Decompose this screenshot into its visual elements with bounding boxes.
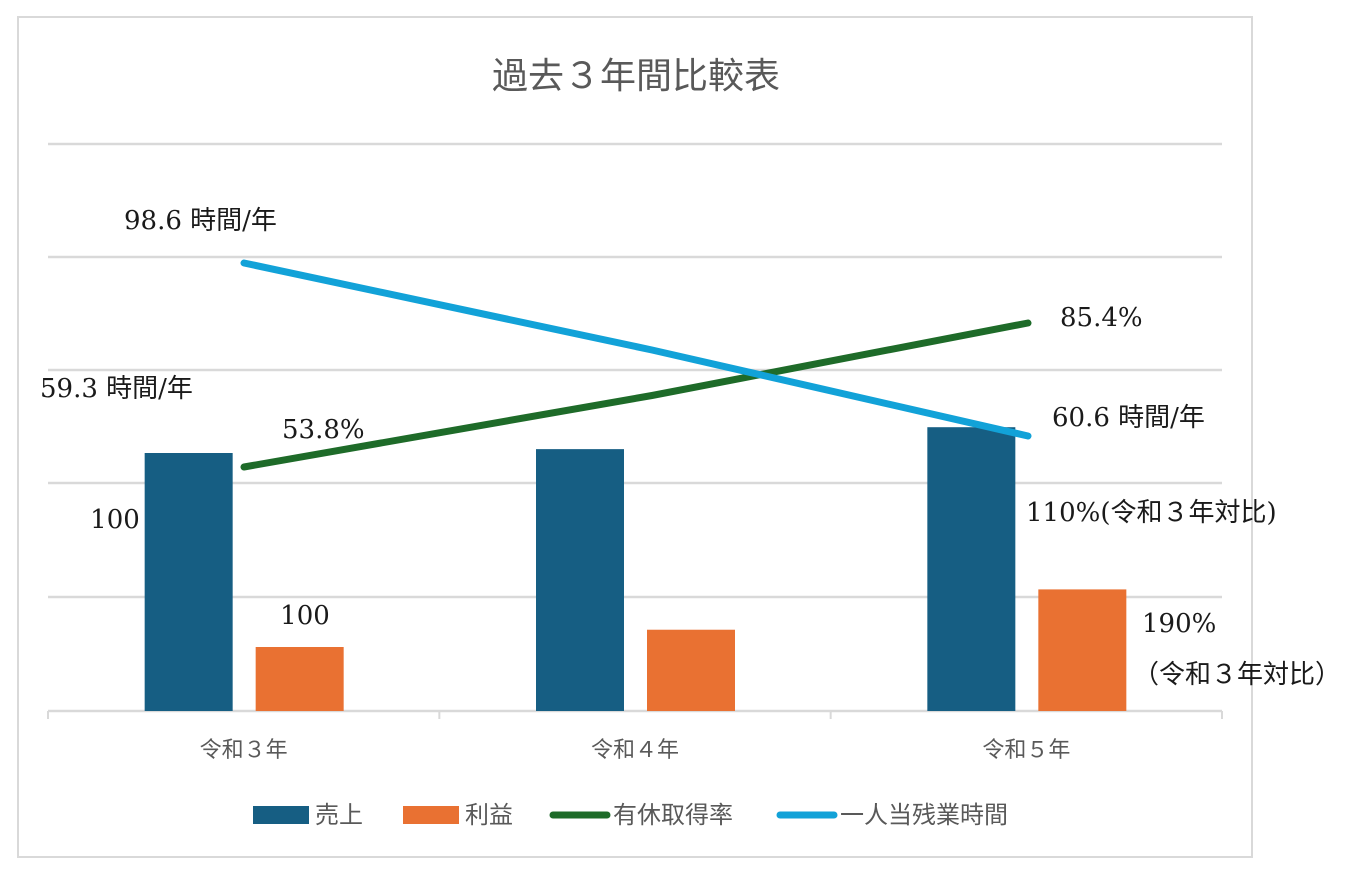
x-axis: 令和３年 令和４年 令和５年: [47, 709, 1223, 763]
bar-profit: [1038, 589, 1127, 711]
bar-series: [144, 427, 1127, 711]
data-label-profit-r3: 100: [280, 601, 330, 631]
data-label-profit-r5: 190%: [1142, 609, 1216, 639]
bar-sales: [536, 449, 624, 711]
bar-sales: [144, 453, 233, 711]
x-tick-label: 令和４年: [591, 738, 679, 763]
data-label-overtime-r3: 98.6 時間/年: [124, 206, 277, 236]
line-series: [240, 259, 1032, 471]
data-label-overtime-r3-alt: 59.3 時間/年: [40, 374, 193, 404]
bar-sales: [927, 427, 1016, 711]
legend-label: 利益: [465, 801, 513, 829]
legend-item: 売上: [253, 801, 363, 829]
chart-frame: [17, 16, 1253, 858]
legend: 売上 利益 有休取得率 一人当残業時間: [253, 801, 1008, 829]
chart-title: 過去３年間比較表: [492, 56, 780, 97]
legend-swatch: [403, 806, 459, 824]
x-tick-label: 令和３年: [200, 738, 288, 763]
line-leave-rate: [240, 319, 1032, 471]
legend-label: 売上: [315, 801, 363, 829]
data-label-overtime-r5: 60.6 時間/年: [1052, 403, 1205, 433]
bar-profit: [647, 629, 735, 711]
data-label-sales-r3: 100: [90, 505, 140, 535]
x-tick-label: 令和５年: [982, 738, 1070, 763]
legend-label: 有休取得率: [613, 801, 733, 829]
data-label-profit-r5-note: （令和３年対比）: [1133, 660, 1341, 690]
gridlines: [48, 142, 1222, 599]
legend-item: 利益: [403, 801, 513, 829]
data-label-sales-r5: 110%(令和３年対比): [1026, 498, 1277, 528]
legend-swatch: [253, 806, 309, 824]
data-label-leave-r3: 53.8%: [282, 415, 365, 445]
line-overtime: [240, 259, 1032, 440]
legend-label: 一人当残業時間: [840, 801, 1008, 829]
legend-item: 有休取得率: [549, 801, 733, 829]
legend-item: 一人当残業時間: [776, 801, 1008, 829]
bar-profit: [255, 647, 344, 711]
data-label-leave-r5: 85.4%: [1060, 303, 1143, 333]
data-labels: 100 100 110%(令和３年対比) 190% （令和３年対比） 53.8% 85.4%…: [40, 206, 1341, 690]
